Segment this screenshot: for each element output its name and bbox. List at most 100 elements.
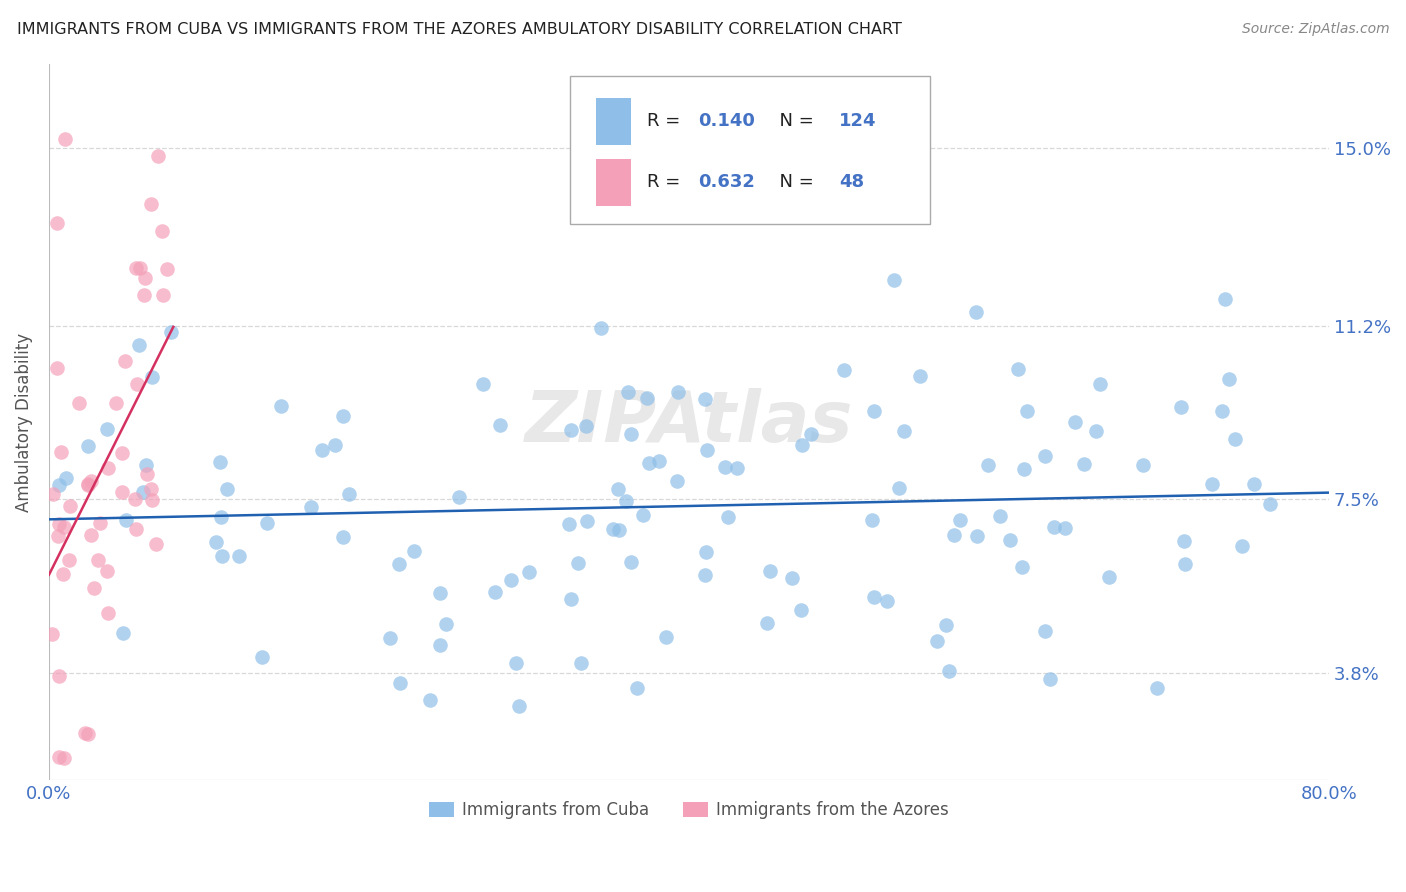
Point — [648, 454, 671, 468]
Point — [332, 530, 354, 544]
Point — [1213, 292, 1236, 306]
Point — [77, 477, 100, 491]
Point — [863, 591, 886, 605]
Point — [141, 370, 163, 384]
Point — [97, 606, 120, 620]
Point — [1039, 672, 1062, 686]
Point — [404, 544, 426, 558]
Point — [893, 424, 915, 438]
Point — [80, 527, 103, 541]
Point — [208, 455, 231, 469]
Point — [607, 523, 630, 537]
Point — [449, 491, 471, 505]
Point — [42, 487, 65, 501]
Point — [602, 522, 624, 536]
Point — [1011, 560, 1033, 574]
Point — [488, 417, 510, 432]
Point — [156, 262, 179, 277]
Point — [96, 564, 118, 578]
Point — [1211, 404, 1233, 418]
Point — [228, 549, 250, 563]
Point — [925, 634, 948, 648]
Point — [256, 516, 278, 530]
Point — [1170, 400, 1192, 414]
Y-axis label: Ambulatory Disability: Ambulatory Disability — [15, 333, 32, 512]
Text: 48: 48 — [839, 173, 863, 191]
Point — [1033, 624, 1056, 638]
Point — [209, 510, 232, 524]
Point — [125, 261, 148, 276]
Point — [134, 271, 156, 285]
Point — [965, 305, 987, 319]
Point — [560, 592, 582, 607]
Point — [780, 571, 803, 585]
Point — [832, 362, 855, 376]
Point — [883, 273, 905, 287]
Point — [125, 377, 148, 392]
Point — [110, 446, 132, 460]
Point — [614, 493, 637, 508]
Point — [111, 626, 134, 640]
Point — [145, 537, 167, 551]
Point — [53, 520, 76, 534]
Point — [97, 461, 120, 475]
Point — [626, 681, 648, 696]
Point — [111, 485, 134, 500]
Point — [1230, 540, 1253, 554]
Point — [53, 132, 76, 146]
Point — [696, 442, 718, 457]
Point — [205, 535, 228, 549]
Point — [1225, 432, 1247, 446]
Point — [800, 426, 823, 441]
Point — [139, 197, 162, 211]
Point — [77, 477, 100, 491]
Point — [1042, 520, 1064, 534]
Point — [46, 216, 69, 230]
Point — [215, 482, 238, 496]
Point — [73, 726, 96, 740]
Point — [87, 553, 110, 567]
Point — [876, 593, 898, 607]
Point — [935, 618, 957, 632]
Point — [429, 638, 451, 652]
Point — [52, 751, 75, 765]
Point — [388, 676, 411, 690]
Point — [569, 656, 592, 670]
Point — [114, 353, 136, 368]
Point — [717, 510, 740, 524]
Point — [83, 581, 105, 595]
Point — [560, 423, 582, 437]
Point — [1218, 372, 1240, 386]
FancyBboxPatch shape — [596, 159, 631, 205]
FancyBboxPatch shape — [596, 98, 631, 145]
Point — [41, 626, 63, 640]
Point — [77, 727, 100, 741]
Point — [89, 516, 111, 531]
Point — [943, 527, 966, 541]
Point — [48, 669, 70, 683]
Legend: Immigrants from Cuba, Immigrants from the Azores: Immigrants from Cuba, Immigrants from th… — [422, 795, 956, 826]
Point — [134, 288, 156, 302]
Point — [636, 391, 658, 405]
Point — [1201, 477, 1223, 491]
Point — [756, 615, 779, 630]
Point — [693, 568, 716, 582]
Point — [567, 556, 589, 570]
Text: IMMIGRANTS FROM CUBA VS IMMIGRANTS FROM THE AZORES AMBULATORY DISABILITY CORRELA: IMMIGRANTS FROM CUBA VS IMMIGRANTS FROM … — [17, 22, 901, 37]
Point — [76, 439, 98, 453]
Point — [606, 482, 628, 496]
Point — [124, 522, 146, 536]
FancyBboxPatch shape — [569, 76, 929, 224]
Point — [59, 499, 82, 513]
Point — [725, 461, 748, 475]
Point — [1053, 521, 1076, 535]
Point — [96, 422, 118, 436]
Point — [136, 467, 159, 482]
Point — [141, 482, 163, 496]
Point — [1173, 533, 1195, 548]
Point — [620, 555, 643, 569]
Text: 124: 124 — [839, 112, 876, 130]
Point — [129, 261, 152, 276]
Point — [938, 664, 960, 678]
Point — [976, 458, 998, 472]
